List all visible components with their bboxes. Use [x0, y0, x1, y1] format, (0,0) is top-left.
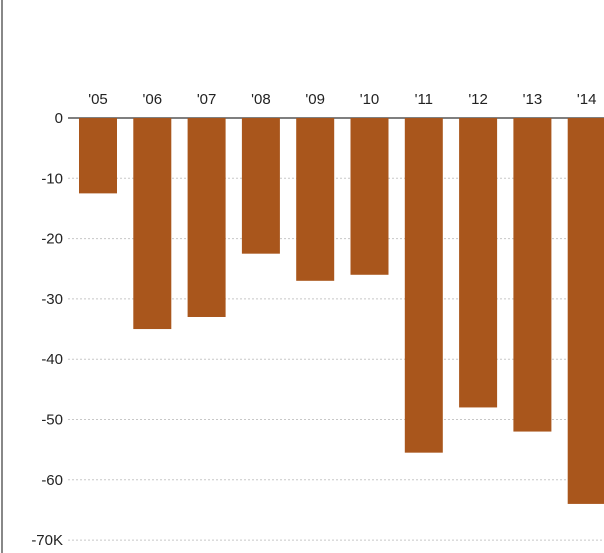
bar: [404, 118, 443, 453]
y-tick-label: -30: [41, 291, 63, 308]
y-tick-label: -70K: [31, 532, 63, 549]
category-label: '08: [251, 91, 271, 108]
bars: [79, 118, 604, 504]
category-label: '14: [577, 91, 597, 108]
bar: [459, 118, 498, 408]
category-label: '05: [88, 91, 108, 108]
bar: [187, 118, 226, 317]
y-tick-label: 0: [55, 110, 63, 127]
category-labels: '05 '06 '07 '08 '09 '10 '11 '12 '13 '14: [88, 91, 596, 108]
y-tick-label: -10: [41, 170, 63, 187]
category-label: '13: [523, 91, 543, 108]
category-label: '10: [360, 91, 380, 108]
bar: [567, 118, 604, 504]
y-tick-labels: 0 -10 -20 -30 -40 -50 -60 -70K: [31, 110, 63, 549]
category-label: '07: [197, 91, 217, 108]
y-tick-label: -40: [41, 351, 63, 368]
bar: [79, 118, 117, 194]
y-tick-label: -20: [41, 231, 63, 248]
bar: [513, 118, 552, 432]
bar: [241, 118, 280, 254]
category-label: '06: [143, 91, 163, 108]
y-tick-label: -60: [41, 472, 63, 489]
category-label: '09: [305, 91, 325, 108]
bar: [296, 118, 335, 281]
y-tick-label: -50: [41, 412, 63, 429]
category-label: '12: [468, 91, 488, 108]
bar: [350, 118, 389, 275]
category-label: '11: [415, 91, 433, 108]
bar: [133, 118, 172, 330]
